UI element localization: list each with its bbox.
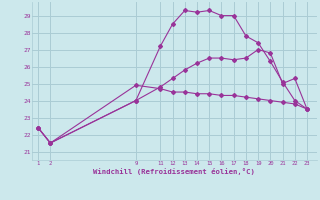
X-axis label: Windchill (Refroidissement éolien,°C): Windchill (Refroidissement éolien,°C)	[93, 168, 255, 175]
